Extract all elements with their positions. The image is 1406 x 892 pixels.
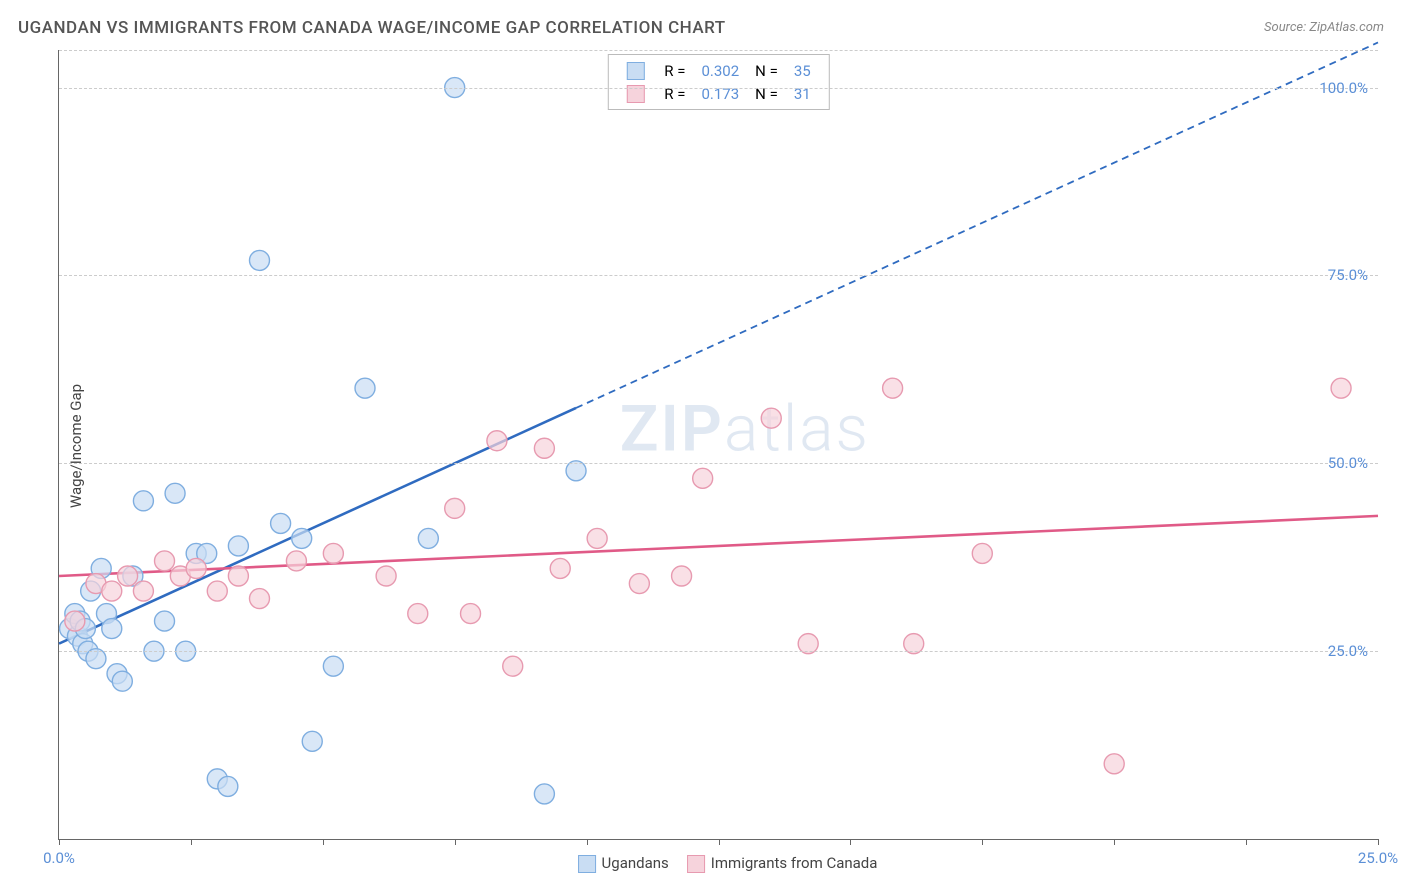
data-point	[1104, 754, 1124, 774]
chart-title: UGANDAN VS IMMIGRANTS FROM CANADA WAGE/I…	[18, 18, 726, 38]
trend-line	[59, 516, 1378, 576]
series-legend: Ugandans Immigrants from Canada	[560, 854, 878, 873]
x-tick-mark	[1378, 839, 1379, 845]
x-tick-mark	[323, 839, 324, 845]
data-point	[761, 408, 781, 428]
gridline-h	[59, 50, 1378, 51]
x-tick-mark	[191, 839, 192, 845]
gridline-h	[59, 275, 1378, 276]
data-point	[323, 656, 343, 676]
data-point	[461, 604, 481, 624]
data-point	[133, 491, 153, 511]
data-point	[672, 566, 692, 586]
correlation-legend: R =0.302N =35R =0.173N =31	[607, 54, 829, 110]
legend-label: Immigrants from Canada	[711, 854, 878, 872]
legend-swatch	[687, 855, 705, 873]
x-tick-label: 0.0%	[43, 849, 75, 867]
data-point	[408, 604, 428, 624]
data-point	[118, 566, 138, 586]
x-tick-mark	[1114, 839, 1115, 845]
data-point	[271, 513, 291, 533]
x-tick-mark	[982, 839, 983, 845]
data-point	[323, 543, 343, 563]
data-point	[445, 498, 465, 518]
data-point	[218, 776, 238, 796]
data-point	[534, 784, 554, 804]
y-tick-label: 75.0%	[1328, 266, 1368, 284]
data-point	[376, 566, 396, 586]
data-point	[1331, 378, 1351, 398]
data-point	[102, 581, 122, 601]
data-point	[165, 483, 185, 503]
data-point	[207, 581, 227, 601]
data-point	[550, 558, 570, 578]
gridline-h	[59, 88, 1378, 89]
data-point	[186, 558, 206, 578]
x-tick-label: 25.0%	[1358, 849, 1398, 867]
x-tick-mark	[719, 839, 720, 845]
y-tick-label: 50.0%	[1328, 454, 1368, 472]
data-point	[286, 551, 306, 571]
data-point	[249, 589, 269, 609]
data-point	[302, 731, 322, 751]
data-point	[112, 671, 132, 691]
data-point	[972, 543, 992, 563]
x-tick-mark	[59, 839, 60, 845]
legend-label: Ugandans	[602, 854, 669, 872]
plot-svg	[59, 50, 1378, 839]
data-point	[418, 528, 438, 548]
x-tick-mark	[1246, 839, 1247, 845]
data-point	[292, 528, 312, 548]
data-point	[355, 378, 375, 398]
x-tick-mark	[850, 839, 851, 845]
data-point	[629, 574, 649, 594]
legend-row: R =0.173N =31	[618, 82, 818, 105]
data-point	[228, 536, 248, 556]
data-point	[133, 581, 153, 601]
legend-row: R =0.302N =35	[618, 59, 818, 82]
y-tick-label: 100.0%	[1319, 79, 1368, 97]
data-point	[503, 656, 523, 676]
data-point	[65, 611, 85, 631]
data-point	[228, 566, 248, 586]
x-tick-mark	[587, 839, 588, 845]
data-point	[249, 250, 269, 270]
scatter-plot-area: ZIPatlas R =0.302N =35R =0.173N =31 Ugan…	[58, 50, 1378, 840]
data-point	[534, 438, 554, 458]
legend-swatch	[578, 855, 596, 873]
data-point	[883, 378, 903, 398]
data-point	[102, 619, 122, 639]
source-attribution: Source: ZipAtlas.com	[1264, 20, 1384, 35]
gridline-h	[59, 463, 1378, 464]
data-point	[587, 528, 607, 548]
data-point	[155, 611, 175, 631]
data-point	[155, 551, 175, 571]
gridline-h	[59, 651, 1378, 652]
x-tick-mark	[455, 839, 456, 845]
y-tick-label: 25.0%	[1328, 642, 1368, 660]
data-point	[693, 468, 713, 488]
data-point	[487, 431, 507, 451]
